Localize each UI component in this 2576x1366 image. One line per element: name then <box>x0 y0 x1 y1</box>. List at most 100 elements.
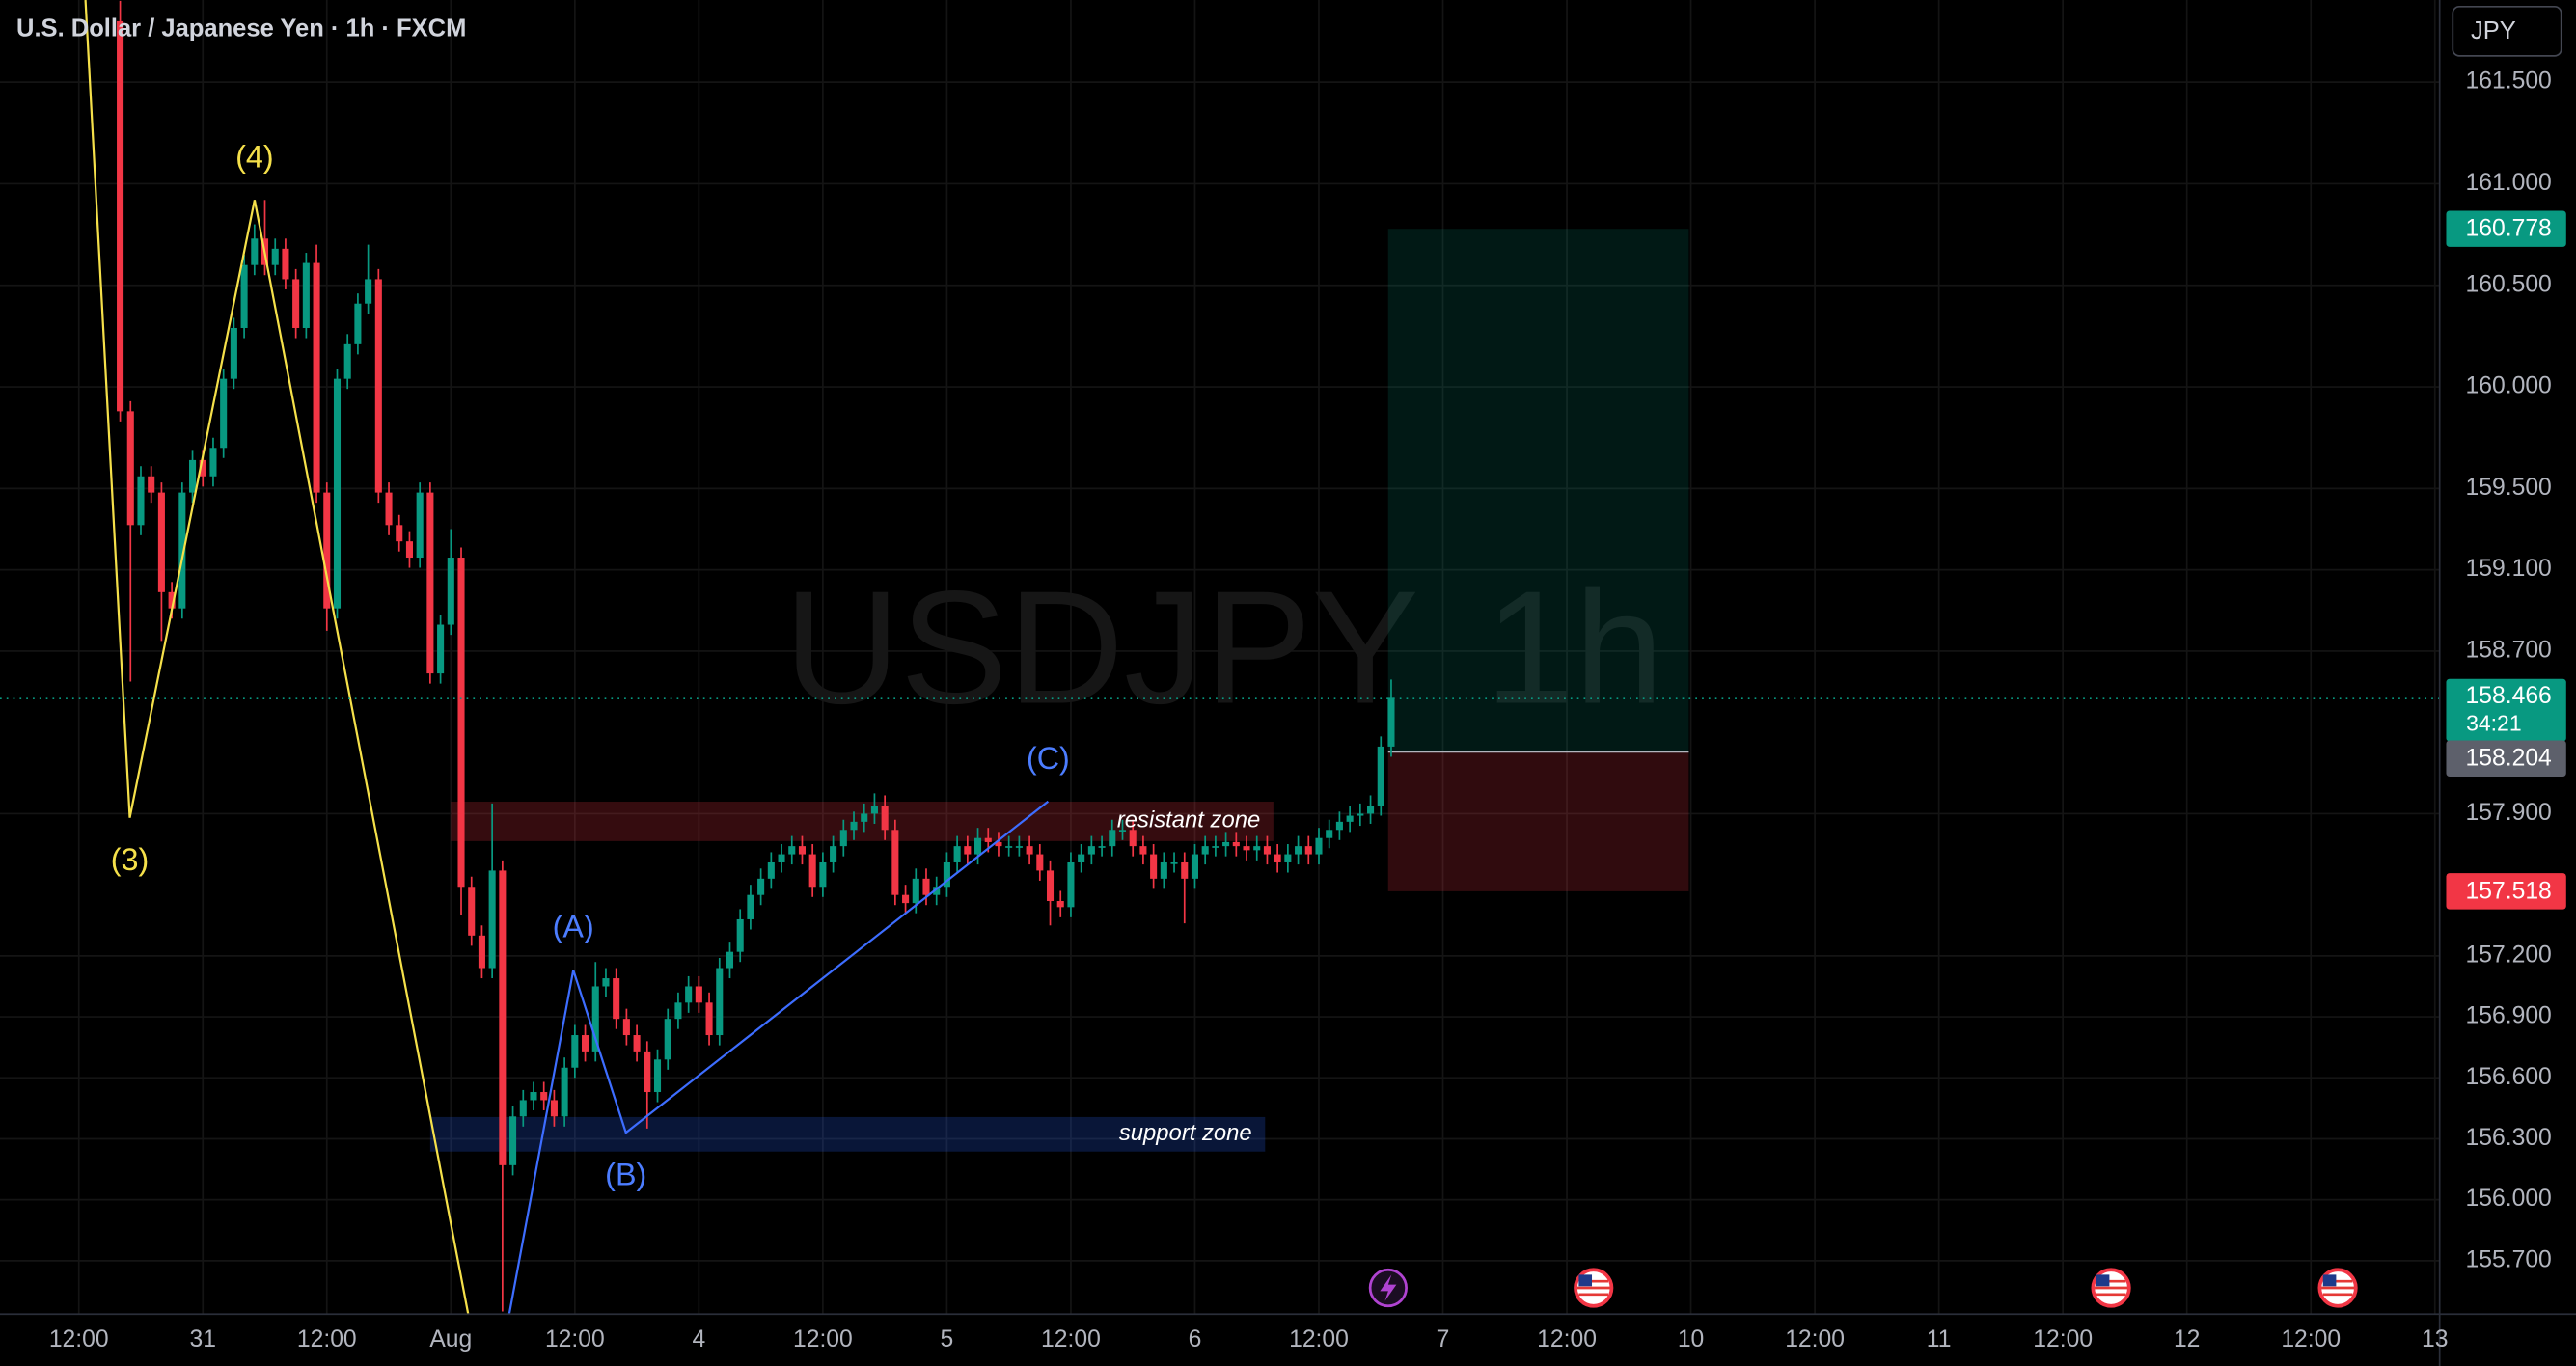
candle-body <box>1326 830 1333 838</box>
candle-body <box>1098 846 1106 848</box>
lightning-glyph <box>1380 1274 1397 1301</box>
wave-label: (3) <box>111 842 150 877</box>
candle-body <box>1191 854 1199 879</box>
candle-body <box>396 525 403 542</box>
candle-body <box>374 279 382 493</box>
candle-body <box>850 821 858 831</box>
wave-label: (C) <box>1027 741 1070 776</box>
candle-body <box>385 492 393 526</box>
candle-body <box>468 887 476 936</box>
currency-button-label[interactable]: JPY <box>2471 17 2516 44</box>
x-tick-label: 12:00 <box>1537 1326 1597 1352</box>
candle-body <box>716 968 724 1036</box>
candle-body <box>1274 854 1281 862</box>
x-tick-label: 12 <box>2174 1326 2200 1352</box>
x-tick-label: 12:00 <box>49 1326 109 1352</box>
candle-body <box>168 591 176 609</box>
x-tick-label: 12:00 <box>297 1326 357 1352</box>
y-tick-label: 159.500 <box>2466 475 2552 501</box>
candle-body <box>685 986 693 1003</box>
x-tick-label: 31 <box>190 1326 216 1352</box>
event-icon[interactable] <box>1574 1268 1614 1308</box>
candle-body <box>1150 854 1158 879</box>
candle-body <box>1243 846 1250 851</box>
candle-body <box>602 978 610 987</box>
candle-body <box>1346 815 1354 822</box>
event-icon[interactable] <box>2091 1268 2131 1308</box>
candle-body <box>199 459 206 477</box>
candle-body <box>1201 846 1209 855</box>
drawings-back <box>429 229 1689 1152</box>
x-tick-label: 12:00 <box>545 1326 605 1352</box>
y-tick-label: 157.900 <box>2466 800 2552 826</box>
candle-body <box>117 20 124 412</box>
candle-body <box>757 878 765 895</box>
candle-body <box>1335 821 1343 831</box>
candle-body <box>1170 861 1178 864</box>
candle-body <box>1087 846 1095 855</box>
x-tick-label: 12:00 <box>793 1326 853 1352</box>
candle-body <box>922 878 930 895</box>
flag-canton <box>2096 1274 2110 1287</box>
candle-body <box>1284 854 1292 862</box>
candle-body <box>1377 746 1384 806</box>
candle-body <box>457 558 465 888</box>
candle-body <box>644 1051 651 1093</box>
wave-label: (B) <box>605 1158 646 1192</box>
candle-body <box>488 870 496 969</box>
candle-body <box>1160 861 1167 879</box>
x-tick-label: 11 <box>1927 1326 1952 1352</box>
candle-body <box>365 279 372 304</box>
candle-body <box>437 624 445 674</box>
event-icon[interactable] <box>2317 1268 2358 1308</box>
target-tag <box>2446 210 2566 247</box>
grid <box>0 0 2440 1315</box>
candle-body <box>653 1059 662 1093</box>
candle-body <box>1357 813 1364 816</box>
candle-body <box>1263 846 1271 855</box>
currency-button[interactable]: JPY <box>2452 5 2562 57</box>
candle-body <box>1056 901 1064 908</box>
candle-body <box>343 343 351 379</box>
candle-body <box>271 248 279 265</box>
candle-body <box>1253 846 1261 851</box>
x-tick-label: 5 <box>941 1326 954 1352</box>
countdown-label: 34:21 <box>2466 711 2521 736</box>
y-tick-label: 157.200 <box>2466 942 2552 968</box>
candle-body <box>189 459 197 493</box>
position-target-zone <box>1387 229 1689 752</box>
last-price-tag <box>2446 678 2566 742</box>
candle-body <box>447 558 454 625</box>
candle-body <box>571 1035 579 1068</box>
event-icon[interactable] <box>1368 1268 1408 1308</box>
candle-body <box>561 1067 568 1117</box>
zone-label: support zone <box>1119 1120 1252 1146</box>
candle-body <box>1036 854 1044 871</box>
candle-body <box>137 476 145 526</box>
candle-body <box>230 327 237 379</box>
y-tick-label: 156.900 <box>2466 1003 2552 1029</box>
candle-body <box>426 492 434 674</box>
candle-body <box>964 846 972 855</box>
candle-body <box>509 1116 517 1165</box>
candle-body <box>178 492 186 609</box>
x-tick-label: Aug <box>429 1326 472 1352</box>
candle-body <box>1232 841 1240 847</box>
candle-body <box>943 861 950 888</box>
wave-label: (A) <box>553 910 594 944</box>
candle-body <box>157 492 165 592</box>
candle-body <box>323 492 331 609</box>
wave-line <box>84 0 470 1315</box>
candle-body <box>1005 846 1013 848</box>
candle-body <box>953 846 961 862</box>
candle-body <box>861 813 868 822</box>
candle-body <box>209 448 217 477</box>
candle-body <box>220 378 228 449</box>
currency-button-frame[interactable] <box>2452 5 2562 57</box>
candle-body <box>1139 846 1147 855</box>
candle-body <box>1078 854 1085 862</box>
x-tick-label: 12:00 <box>1289 1326 1349 1352</box>
candle-body <box>333 378 342 609</box>
y-tick-label: 160.500 <box>2466 271 2552 297</box>
